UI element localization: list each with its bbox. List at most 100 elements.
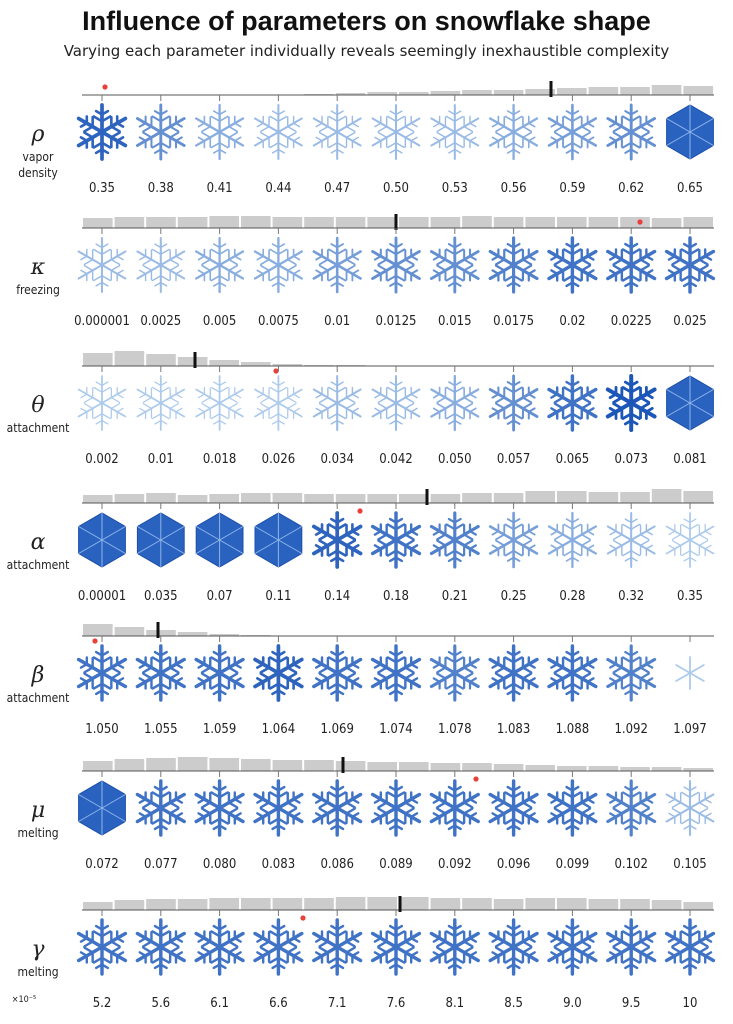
arm	[159, 402, 186, 420]
histogram-bar	[114, 217, 145, 228]
branch	[262, 272, 265, 282]
branch	[142, 131, 153, 139]
branch	[233, 656, 237, 666]
branch	[227, 656, 231, 669]
branch	[351, 523, 354, 533]
branch	[404, 807, 415, 815]
branch	[497, 547, 500, 557]
branch	[218, 956, 230, 964]
branch	[644, 406, 654, 414]
branch	[269, 386, 280, 393]
branch	[318, 396, 329, 404]
branch	[345, 258, 356, 266]
branch	[377, 807, 388, 815]
branch	[506, 419, 515, 425]
branch	[612, 131, 623, 139]
arm-line	[312, 806, 339, 824]
arm	[630, 523, 656, 542]
histogram-bar	[525, 765, 555, 771]
branch	[453, 817, 465, 825]
branch	[210, 274, 221, 282]
branch	[639, 951, 642, 964]
branch	[571, 115, 582, 123]
branch	[445, 412, 456, 420]
arm-line	[394, 524, 422, 542]
branch	[512, 386, 523, 394]
branch	[565, 518, 574, 524]
branch	[315, 393, 323, 399]
branch	[94, 650, 104, 657]
arm	[276, 806, 304, 825]
branch	[110, 951, 113, 964]
arm-line	[547, 249, 575, 267]
arm	[100, 263, 127, 282]
histogram-bar	[683, 768, 713, 771]
branch	[292, 115, 295, 124]
arm-line	[453, 388, 480, 405]
arm-line	[488, 263, 516, 281]
arm-line	[312, 931, 339, 949]
branch	[277, 386, 288, 393]
branch	[174, 115, 178, 125]
branch	[345, 656, 348, 669]
value-label: 0.042	[379, 452, 412, 467]
branch	[645, 122, 654, 128]
branch	[210, 930, 221, 938]
arm	[77, 248, 104, 267]
branch	[550, 544, 559, 550]
arm	[136, 539, 162, 554]
branch	[436, 125, 447, 133]
arm-line	[453, 792, 480, 810]
branch	[91, 136, 94, 149]
arm-line	[666, 131, 691, 146]
branch	[571, 419, 580, 426]
branch	[234, 411, 236, 420]
arm-line	[254, 526, 279, 541]
branch	[562, 544, 564, 556]
histogram-bar	[493, 493, 524, 503]
arm	[151, 779, 171, 810]
branch	[497, 115, 500, 125]
branch	[624, 824, 633, 831]
branch	[351, 115, 354, 124]
branch	[327, 791, 339, 799]
branch	[553, 946, 565, 954]
branch	[150, 656, 153, 669]
branch	[630, 656, 641, 664]
arm	[100, 656, 128, 675]
branch	[292, 140, 295, 149]
arm	[562, 918, 582, 949]
histogram-bar	[557, 88, 587, 95]
branch	[497, 386, 500, 396]
branch	[561, 677, 565, 690]
branch	[409, 677, 419, 683]
arm	[606, 791, 633, 810]
histogram-bar	[114, 900, 145, 910]
branch	[468, 523, 472, 533]
branch	[580, 402, 592, 410]
branch	[645, 139, 648, 149]
branch	[445, 274, 456, 282]
branch	[630, 650, 639, 657]
arm	[159, 130, 186, 149]
arm	[253, 115, 280, 134]
branch	[491, 663, 500, 669]
branch	[445, 817, 457, 825]
branch	[110, 407, 112, 419]
branch	[565, 785, 574, 792]
branch	[550, 393, 559, 399]
branch	[639, 396, 651, 404]
arm-line	[512, 538, 539, 555]
branch	[292, 656, 295, 666]
branch	[335, 817, 347, 825]
branch	[92, 141, 104, 149]
arm-line	[453, 130, 480, 147]
branch	[373, 530, 383, 536]
arm	[664, 930, 692, 949]
arm	[218, 386, 244, 404]
branch	[92, 115, 104, 123]
branch	[555, 272, 559, 282]
branch	[609, 798, 618, 804]
branch	[445, 656, 456, 664]
branch	[468, 547, 472, 557]
